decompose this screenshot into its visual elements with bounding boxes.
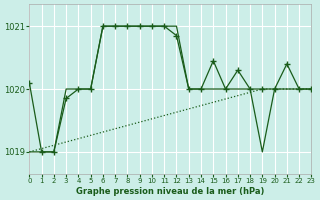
X-axis label: Graphe pression niveau de la mer (hPa): Graphe pression niveau de la mer (hPa) bbox=[76, 187, 265, 196]
